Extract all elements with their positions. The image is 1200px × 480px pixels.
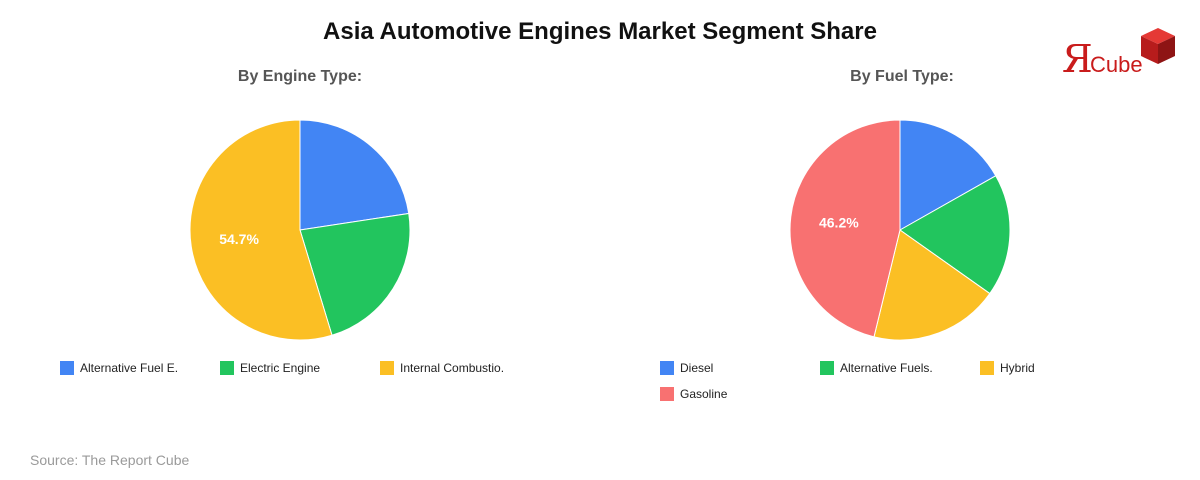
legend-swatch [660,361,674,375]
fuel-type-subtitle: By Fuel Type: [850,68,954,85]
engine-type-slice-label-2: 54.7% [219,231,259,247]
fuel-type-pie: 46.2% [789,119,1011,341]
legend-label: Internal Combustio. [400,361,505,375]
engine-type-slice-0 [299,119,410,231]
legend-label: Hybrid [1000,361,1035,375]
fuel-type-slice-2 [873,229,991,341]
legend-swatch [820,361,834,375]
engine-type-legend-item-2[interactable]: Internal Combustio. [380,361,540,375]
legend-label: Diesel [680,361,714,375]
engine-type-legend-item-0[interactable]: Alternative Fuel E. [60,361,220,375]
logo-text: Cube [1090,52,1143,77]
legend-label: Alternative Fuel E. [80,361,179,375]
logo-r-glyph: Я [1062,37,1093,81]
legend-label: Gasoline [680,387,728,401]
cube-icon [1141,28,1175,64]
fuel-type-slice-1 [899,175,1011,295]
legend-label: Electric Engine [240,361,321,375]
chart-title: Asia Automotive Engines Market Segment S… [323,18,877,45]
fuel-type-legend-item-3[interactable]: Gasoline [660,387,820,401]
source-note: Source: The Report Cube [30,452,190,468]
fuel-type-legend-item-1[interactable]: Alternative Fuels. [820,361,980,375]
fuel-type-legend-item-2[interactable]: Hybrid [980,361,1140,375]
legend-swatch [380,361,394,375]
legend-swatch [220,361,234,375]
fuel-type-slice-3 [789,119,901,338]
engine-type-pie: 54.7% [189,119,411,341]
engine-type-subtitle: By Engine Type: [237,68,363,85]
engine-type-legend-item-1[interactable]: Electric Engine [220,361,380,375]
legend-swatch [660,387,674,401]
fuel-type-slice-label-3: 46.2% [819,215,859,231]
engine-type-slice-1 [299,212,411,336]
engine-type-slice-2 [189,119,333,341]
legend-label: Alternative Fuels. [840,361,933,375]
rcube-logo: Я Cube [1060,26,1180,82]
fuel-type-legend-item-0[interactable]: Diesel [660,361,820,375]
fuel-type-slice-0 [899,119,997,231]
legend-swatch [980,361,994,375]
legend-swatch [60,361,74,375]
